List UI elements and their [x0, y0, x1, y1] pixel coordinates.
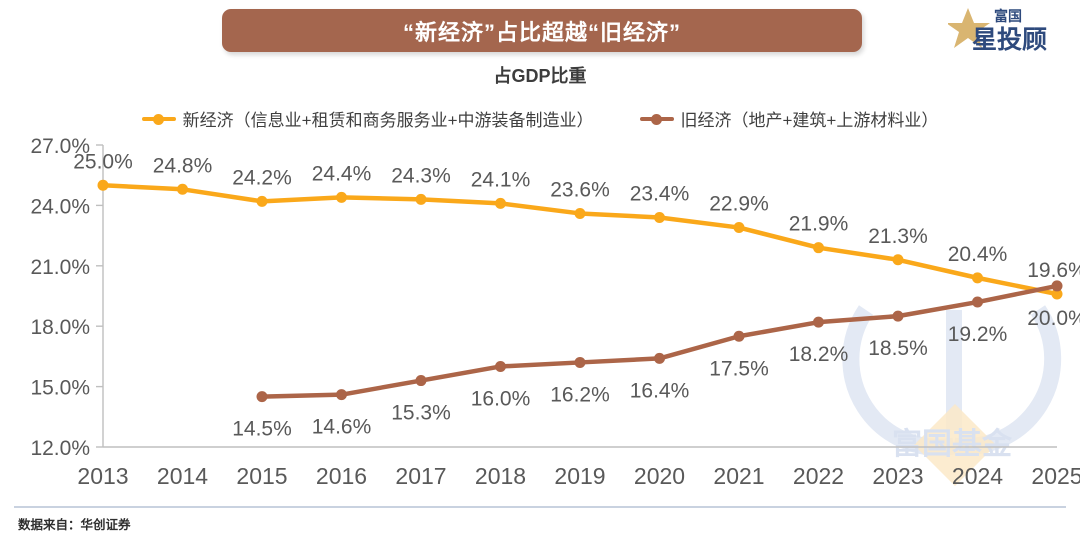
data-point[interactable]	[972, 296, 983, 308]
data-point[interactable]	[654, 352, 665, 364]
x-axis-tick-label: 2020	[634, 463, 685, 489]
chart-series-points	[97, 179, 1063, 403]
data-point[interactable]	[733, 222, 745, 234]
data-label: 23.4%	[630, 182, 690, 205]
x-axis-tick-label: 2021	[713, 463, 764, 489]
x-axis-tick-label: 2025	[1031, 463, 1080, 489]
legend-marker-old-economy	[639, 113, 674, 125]
chart-legend: 新经济（信息业+租赁和商务服务业+中游装备制造业） 旧经济（地产+建筑+上游材料…	[0, 106, 1080, 131]
footer-divider	[14, 506, 1066, 508]
x-axis-tick-label: 2014	[157, 463, 208, 489]
y-axis-tick-label: 15.0%	[30, 377, 90, 400]
source-note: 数据来自：华创证券	[18, 518, 131, 532]
data-label: 14.5%	[232, 418, 292, 441]
header: “新经济”占比超越“旧经济” 富国 星投顾	[0, 0, 1080, 58]
data-point[interactable]	[336, 389, 347, 401]
data-point[interactable]	[972, 272, 983, 284]
y-axis-tick-label: 18.0%	[30, 316, 90, 339]
logo-text-main: 星投顾	[972, 25, 1047, 54]
data-point[interactable]	[1051, 288, 1063, 300]
y-axis-tick-labels: 27.0% 24.0% 21.0% 18.0% 15.0% 12.0%	[30, 135, 90, 460]
data-point[interactable]	[177, 183, 188, 195]
data-label: 22.9%	[709, 193, 769, 216]
data-label: 20.0%	[1027, 307, 1080, 330]
data-point[interactable]	[97, 179, 109, 191]
x-axis-tick-label: 2024	[952, 463, 1003, 489]
data-point[interactable]	[336, 191, 347, 203]
data-label: 16.4%	[630, 379, 690, 402]
data-point[interactable]	[415, 193, 427, 205]
data-label: 24.8%	[153, 154, 213, 177]
data-label: 16.0%	[471, 387, 531, 410]
x-axis-tick-label: 2018	[475, 463, 526, 489]
data-label: 24.1%	[471, 168, 531, 191]
data-point[interactable]	[654, 211, 665, 223]
title-banner: “新经济”占比超越“旧经济”	[222, 9, 862, 52]
x-axis-tick-label: 2017	[395, 463, 446, 489]
chart-subtitle: 占GDP比重	[493, 66, 587, 86]
data-label: 24.2%	[232, 166, 292, 189]
x-axis-tick-label: 2022	[793, 463, 844, 489]
data-point[interactable]	[415, 375, 427, 387]
x-axis-tick-labels: 2013 2014 2015 2016 2017 2018 2019 2020 2021 2022…	[77, 463, 1080, 489]
data-point[interactable]	[892, 254, 904, 266]
data-label: 19.2%	[948, 323, 1008, 346]
y-axis-tick-label: 12.0%	[30, 437, 90, 460]
data-label: 17.5%	[709, 357, 769, 380]
data-point[interactable]	[495, 360, 506, 372]
data-point[interactable]	[892, 310, 904, 322]
data-label: 23.6%	[550, 178, 610, 201]
y-axis-tick-label: 27.0%	[30, 135, 90, 158]
legend-item-old-economy[interactable]: 旧经济（地产+建筑+上游材料业）	[639, 106, 939, 131]
data-point[interactable]	[256, 195, 268, 207]
y-axis-tick-label: 24.0%	[30, 195, 90, 218]
x-axis-tick-label: 2013	[77, 463, 128, 489]
x-axis-tick-label: 2015	[236, 463, 287, 489]
legend-item-new-economy[interactable]: 新经济（信息业+租赁和商务服务业+中游装备制造业）	[141, 106, 594, 131]
logo-text-top: 富国	[994, 8, 1022, 24]
data-label: 15.3%	[391, 402, 451, 425]
data-point[interactable]	[495, 197, 506, 209]
data-label: 20.4%	[948, 243, 1008, 266]
data-point[interactable]	[813, 242, 824, 254]
data-label: 18.2%	[789, 343, 849, 366]
data-label: 19.6%	[1027, 259, 1080, 282]
data-label: 21.9%	[789, 213, 849, 236]
data-label: 16.2%	[550, 383, 610, 406]
chart-area: 27.0% 24.0% 21.0% 18.0% 15.0% 12.0% 2013 2014 2…	[0, 132, 1080, 492]
data-label: 24.4%	[312, 162, 372, 185]
legend-marker-new-economy	[141, 113, 176, 125]
data-point[interactable]	[574, 207, 586, 219]
page-title: “新经济”占比超越“旧经济”	[402, 19, 681, 45]
data-point[interactable]	[1051, 280, 1063, 292]
y-axis-tick-label: 21.0%	[30, 256, 90, 279]
data-label: 18.5%	[868, 337, 928, 360]
data-label: 21.3%	[868, 225, 928, 248]
x-axis-tick-label: 2019	[554, 463, 605, 489]
data-point[interactable]	[813, 316, 824, 328]
brand-logo: 富国 星投顾	[946, 4, 1068, 56]
line-chart: 27.0%24.0%21.0%18.0%15.0%12.0% 2013 2014 2…	[30, 135, 1080, 489]
data-point[interactable]	[574, 356, 586, 368]
x-axis-tick-label: 2016	[316, 463, 367, 489]
legend-label-old-economy: 旧经济（地产+建筑+上游材料业）	[680, 111, 939, 130]
data-point[interactable]	[733, 330, 745, 342]
star-icon	[946, 8, 990, 48]
legend-label-new-economy: 新经济（信息业+租赁和商务服务业+中游装备制造业）	[182, 111, 594, 130]
data-label: 25.0%	[73, 150, 133, 173]
data-label: 14.6%	[312, 416, 372, 439]
x-axis-tick-label: 2023	[872, 463, 923, 489]
data-point[interactable]	[256, 391, 268, 403]
data-label: 24.3%	[391, 164, 451, 187]
